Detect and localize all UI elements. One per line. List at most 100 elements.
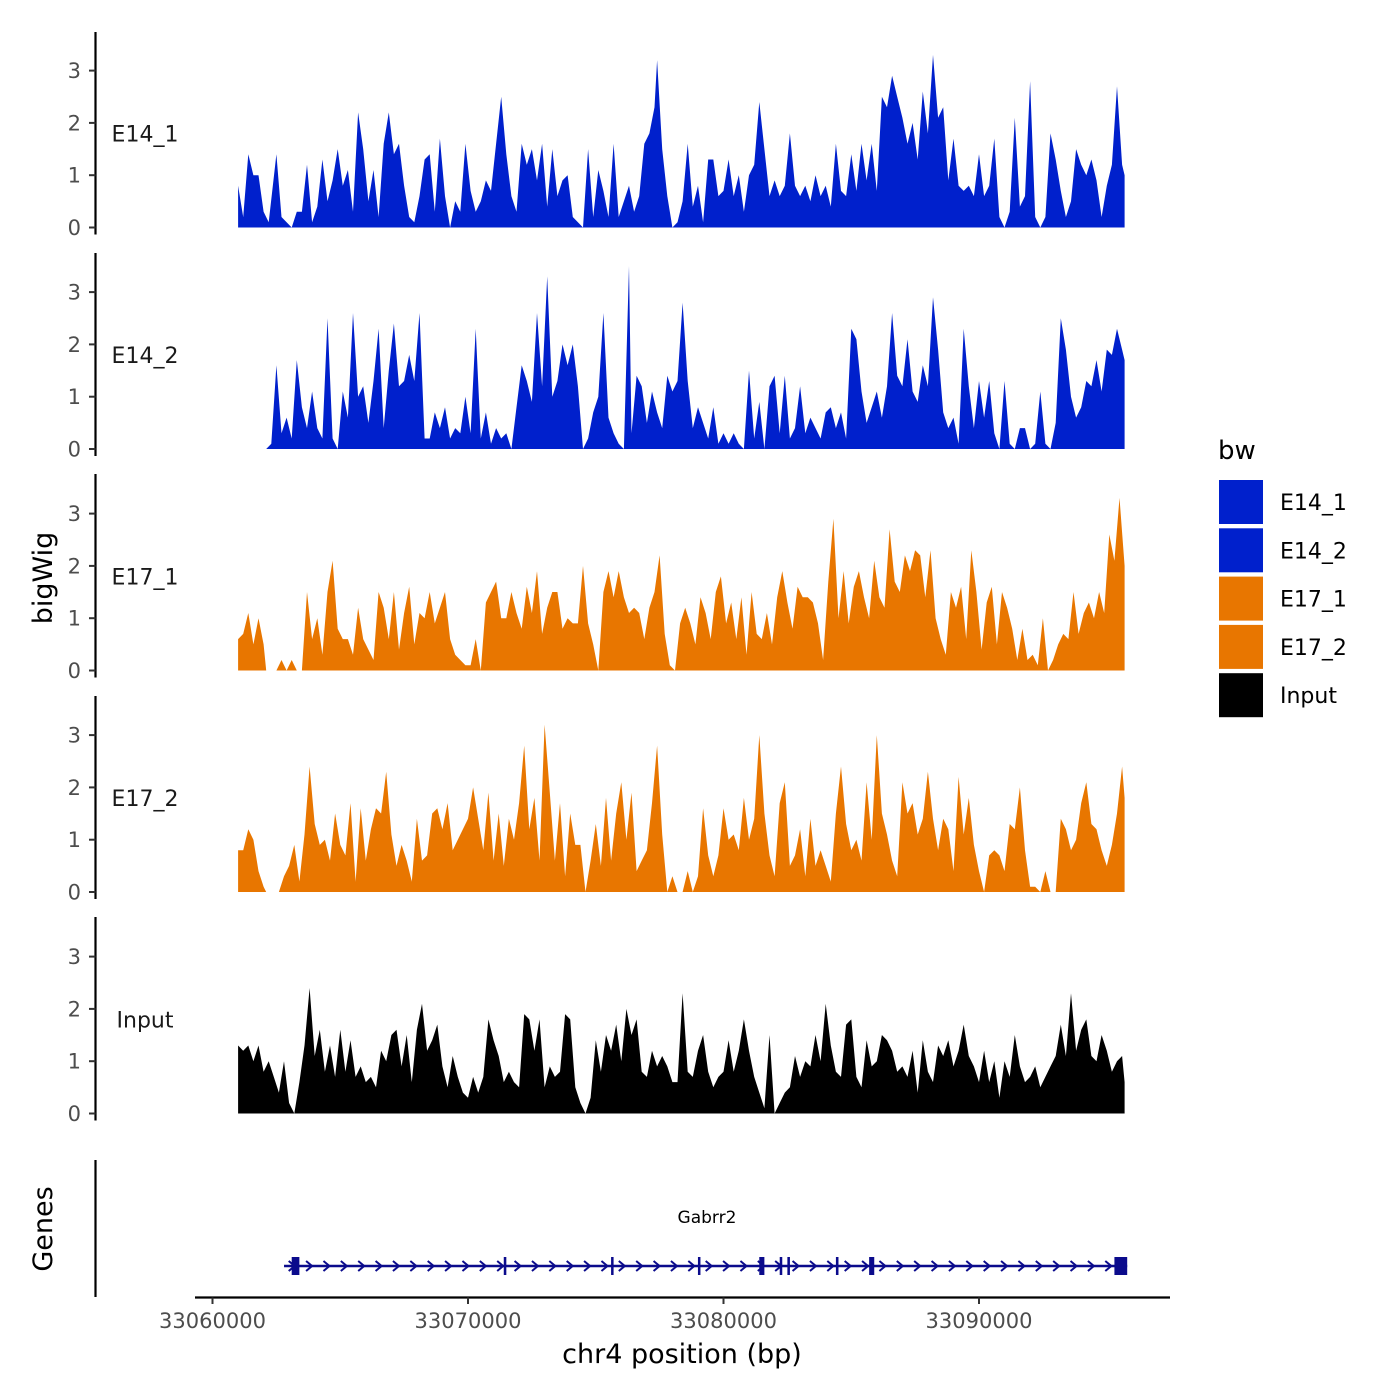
legend-label-E17_2: E17_2	[1280, 636, 1347, 661]
strand-arrow	[531, 1260, 540, 1272]
strand-arrow	[687, 1260, 696, 1272]
y-tick-label: 3	[68, 59, 81, 83]
strand-arrow	[409, 1260, 418, 1272]
strand-arrow	[1035, 1260, 1044, 1272]
y-tick-label: 2	[68, 111, 81, 135]
strand-arrow	[513, 1260, 523, 1272]
strand-arrow	[600, 1260, 609, 1272]
exon	[869, 1257, 875, 1275]
y-tick-label: 2	[68, 776, 81, 800]
y-axis-title: bigWig	[28, 532, 59, 625]
track-label: E17_1	[112, 566, 179, 591]
strand-arrow	[444, 1260, 453, 1272]
legend-label-Input: Input	[1280, 684, 1337, 709]
exon	[503, 1257, 507, 1275]
x-tick-label: 33070000	[415, 1309, 522, 1333]
strand-arrow	[913, 1260, 922, 1272]
x-tick-label: 33090000	[926, 1309, 1033, 1333]
legend-key-Input	[1219, 673, 1263, 718]
y-tick-label: 3	[68, 502, 81, 526]
y-tick-label: 3	[68, 724, 81, 748]
strand-arrow	[826, 1260, 835, 1272]
legend-key-E14_2	[1219, 528, 1263, 573]
strand-arrow	[670, 1260, 679, 1272]
y-tick-label: 0	[68, 438, 81, 462]
x-axis: 33060000 33070000 33080000 33090000	[159, 1296, 1170, 1333]
exon	[759, 1257, 765, 1275]
strand-arrow	[1069, 1260, 1079, 1272]
track-E17_1: 0 1 2 3 E17_1	[68, 474, 1125, 683]
y-tick-label: 0	[68, 1102, 81, 1126]
genes-axis-title: Genes	[28, 1186, 59, 1271]
strand-arrow	[1087, 1260, 1096, 1272]
y-tick-label: 1	[68, 607, 81, 631]
area-E14_1	[238, 54, 1125, 228]
strand-arrow	[739, 1260, 748, 1272]
strand-arrow	[374, 1260, 384, 1272]
y-tick-label: 0	[68, 216, 81, 240]
legend-title: bw	[1218, 436, 1256, 466]
legend-label-E17_1: E17_1	[1280, 588, 1347, 613]
x-tick-label: 33060000	[159, 1309, 266, 1333]
track-E14_1: 0 1 2 3 E14_1	[68, 32, 1125, 240]
strand-arrow	[948, 1260, 957, 1272]
strand-arrow	[896, 1260, 905, 1272]
strand-arrow	[722, 1260, 731, 1272]
track-E17_2: 0 1 2 3 E17_2	[68, 696, 1125, 905]
track-label: E14_2	[112, 344, 179, 369]
strand-arrow	[983, 1260, 992, 1272]
exon	[835, 1257, 839, 1275]
exon	[697, 1257, 701, 1275]
strand-arrow	[548, 1260, 557, 1272]
exon	[1114, 1257, 1128, 1275]
legend-label-E14_1: E14_1	[1280, 491, 1347, 516]
gene-name-label: Gabrr2	[678, 1208, 737, 1228]
strand-arrow	[322, 1260, 332, 1272]
strand-arrow	[652, 1260, 662, 1272]
strand-arrow	[1104, 1260, 1113, 1272]
y-tick-label: 2	[68, 554, 81, 578]
area-Input	[238, 988, 1125, 1114]
strand-arrow	[583, 1260, 592, 1272]
exon	[779, 1257, 783, 1275]
strand-arrow	[1000, 1260, 1009, 1272]
strand-arrow	[496, 1260, 505, 1272]
strand-arrow	[305, 1260, 314, 1272]
strand-arrow	[635, 1260, 644, 1272]
signal-tracks: 0 1 2 3 E14_1 0 1 2 3 E14_2 0 1 2 3 E17_1 0 1 2 3 E17_2 0 1 2 3…	[68, 32, 1125, 1126]
genes-track: Genes Gabrr2	[28, 1160, 1128, 1297]
y-tick-label: 2	[68, 997, 81, 1021]
strand-arrow	[618, 1260, 627, 1272]
strand-arrow	[861, 1260, 870, 1272]
x-axis-title: chr4 position (bp)	[562, 1339, 802, 1370]
area-E14_2	[266, 266, 1125, 449]
y-tick-label: 1	[68, 385, 81, 409]
strand-arrow	[340, 1260, 349, 1272]
track-label: Input	[117, 1009, 174, 1034]
exon	[291, 1257, 300, 1275]
y-tick-label: 1	[68, 828, 81, 852]
strand-arrow	[965, 1260, 974, 1272]
y-tick-label: 1	[68, 1050, 81, 1074]
y-tick-label: 3	[68, 945, 81, 969]
area-E17_2	[238, 724, 1125, 892]
strand-arrow	[705, 1260, 714, 1272]
strand-arrow	[1017, 1260, 1026, 1272]
legend-label-E14_2: E14_2	[1280, 539, 1347, 564]
legend: bw E14_1 E14_2 E17_1 E17_2 Input	[1218, 436, 1347, 718]
strand-arrow	[1052, 1260, 1061, 1272]
strand-arrow	[844, 1260, 853, 1272]
strand-arrow	[878, 1260, 887, 1272]
legend-key-E17_2	[1219, 624, 1263, 669]
strand-arrow	[357, 1260, 366, 1272]
legend-key-E17_1	[1219, 576, 1263, 621]
y-tick-label: 0	[68, 659, 81, 683]
area-E17_1	[238, 497, 1125, 671]
strand-arrow	[566, 1260, 575, 1272]
strand-arrow	[392, 1260, 401, 1272]
strand-arrow	[791, 1260, 801, 1272]
strand-arrow	[427, 1260, 436, 1272]
strand-arrow	[479, 1260, 488, 1272]
strand-arrow	[930, 1260, 940, 1272]
